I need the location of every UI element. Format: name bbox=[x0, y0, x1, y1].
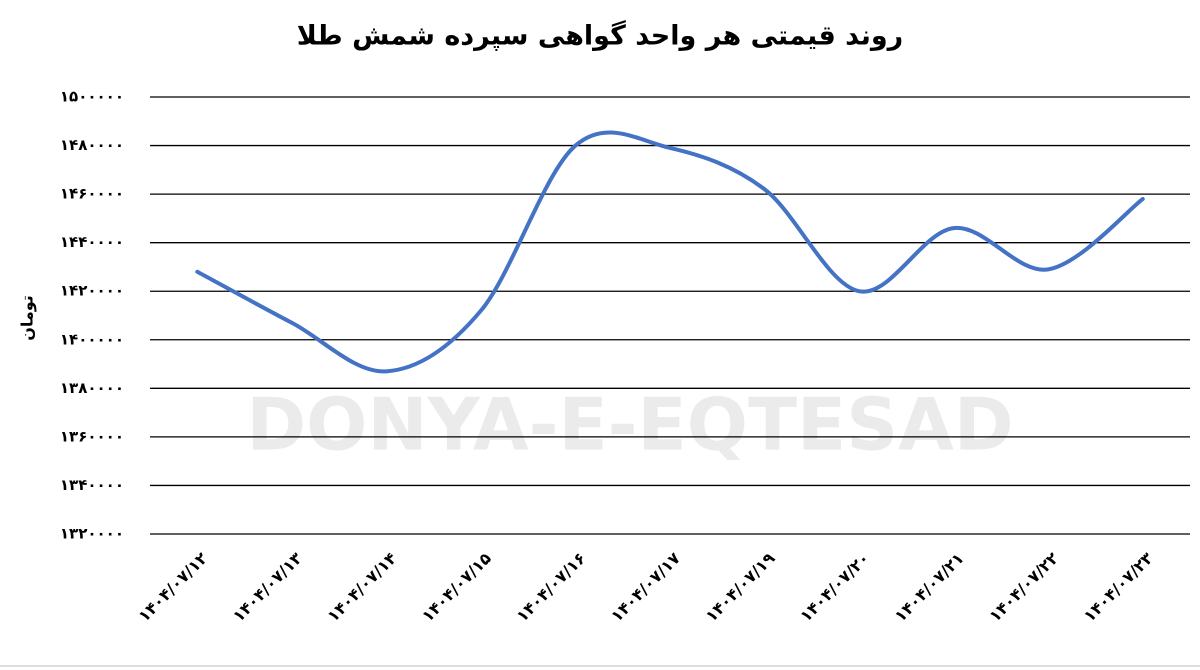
x-tick-label: ۱۴۰۴/۰۷/۲۲ bbox=[985, 548, 1062, 625]
y-tick-label: ۱۴۴۰۰۰۰ bbox=[60, 233, 124, 251]
y-tick-label: ۱۴۸۰۰۰۰ bbox=[60, 136, 124, 154]
y-tick-label: ۱۳۶۰۰۰۰ bbox=[60, 427, 124, 445]
x-tick-label: ۱۴۰۴/۰۷/۱۳ bbox=[229, 548, 306, 625]
y-tick-label: ۱۳۴۰۰۰۰ bbox=[60, 476, 124, 494]
y-tick-label: ۱۵۰۰۰۰۰ bbox=[60, 88, 124, 106]
y-axis-label: تومان bbox=[18, 295, 37, 341]
line bbox=[195, 130, 1145, 374]
watermark: DONYA-E-EQTESAD bbox=[246, 383, 1013, 467]
x-tick-label: ۱۴۰۴/۰۷/۱۹ bbox=[702, 548, 779, 625]
chart-title: روند قیمتی هر واحد گواهی سپرده شمش طلا bbox=[297, 20, 903, 52]
x-tick-label: ۱۴۰۴/۰۷/۲۳ bbox=[1080, 548, 1157, 625]
x-tick-label: ۱۴۰۴/۰۷/۲۰ bbox=[796, 549, 873, 626]
x-tick-label: ۱۴۰۴/۰۷/۱۴ bbox=[323, 548, 400, 625]
y-tick-label: ۱۳۲۰۰۰۰ bbox=[60, 525, 124, 543]
y-tick-label: ۱۴۲۰۰۰۰ bbox=[60, 282, 124, 300]
x-tick-label: ۱۴۰۴/۰۷/۱۷ bbox=[607, 548, 684, 625]
y-tick-label: ۱۴۰۰۰۰۰ bbox=[60, 330, 124, 348]
x-tick-label: ۱۴۰۴/۰۷/۲۱ bbox=[891, 549, 968, 626]
y-tick-label: ۱۳۸۰۰۰۰ bbox=[60, 379, 124, 397]
x-tick-label: ۱۴۰۴/۰۷/۱۵ bbox=[418, 548, 495, 625]
x-tick-label: ۱۴۰۴/۰۷/۱۲ bbox=[134, 548, 211, 625]
x-tick-label: ۱۴۰۴/۰۷/۱۶ bbox=[513, 549, 590, 626]
y-tick-label: ۱۴۶۰۰۰۰ bbox=[60, 185, 124, 203]
